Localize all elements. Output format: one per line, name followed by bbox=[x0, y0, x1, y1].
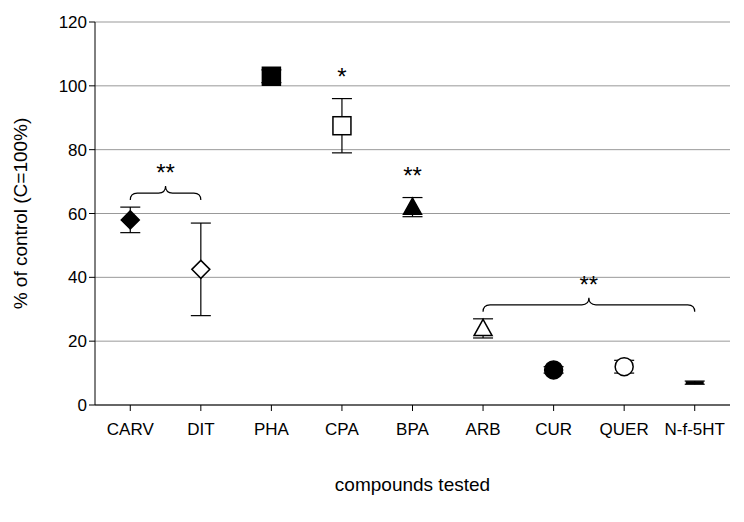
svg-text:40: 40 bbox=[68, 268, 87, 287]
svg-text:*: * bbox=[337, 63, 346, 90]
svg-text:% of control (C=100%): % of control (C=100%) bbox=[10, 118, 31, 310]
svg-text:0: 0 bbox=[78, 396, 87, 415]
svg-text:100: 100 bbox=[59, 77, 87, 96]
svg-text:120: 120 bbox=[59, 13, 87, 32]
svg-text:80: 80 bbox=[68, 141, 87, 160]
svg-text:**: ** bbox=[403, 162, 422, 189]
svg-text:CARV: CARV bbox=[107, 420, 155, 439]
svg-text:ARB: ARB bbox=[466, 420, 501, 439]
svg-text:CPA: CPA bbox=[325, 420, 359, 439]
svg-text:**: ** bbox=[156, 159, 175, 186]
svg-text:PHA: PHA bbox=[254, 420, 290, 439]
svg-text:DIT: DIT bbox=[187, 420, 214, 439]
svg-text:N-f-5HT: N-f-5HT bbox=[664, 420, 724, 439]
svg-text:BPA: BPA bbox=[396, 420, 429, 439]
svg-text:20: 20 bbox=[68, 332, 87, 351]
svg-text:compounds tested: compounds tested bbox=[335, 474, 490, 495]
svg-text:60: 60 bbox=[68, 205, 87, 224]
svg-text:QUER: QUER bbox=[600, 420, 649, 439]
svg-text:**: ** bbox=[580, 271, 599, 298]
svg-text:CUR: CUR bbox=[535, 420, 572, 439]
